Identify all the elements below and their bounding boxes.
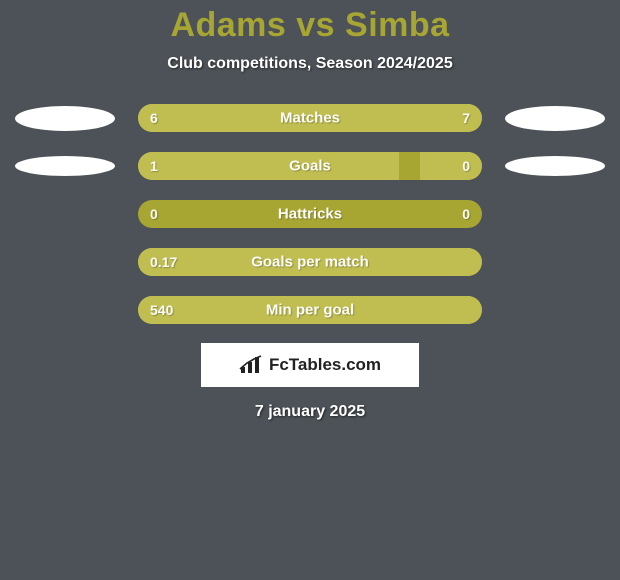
logo-text: FcTables.com — [269, 355, 381, 375]
left-shape-slot — [10, 247, 120, 277]
stat-value-left: 0 — [150, 206, 158, 222]
stat-value-right: 0 — [462, 158, 470, 174]
right-shape-slot — [500, 103, 610, 133]
comparison-rows: 6 7 Matches 1 0 Goals 0 0 Hattricks 0.17 Goals per… — [0, 103, 620, 325]
left-shape-slot — [10, 295, 120, 325]
left-ellipse-icon — [15, 106, 115, 131]
stat-bar: 540 Min per goal — [138, 296, 482, 324]
stat-label: Min per goal — [266, 302, 354, 319]
stat-value-left: 540 — [150, 302, 173, 318]
left-shape-slot — [10, 199, 120, 229]
right-ellipse-icon — [505, 106, 605, 131]
stat-value-right: 7 — [462, 110, 470, 126]
bar-chart-icon — [239, 355, 263, 375]
bar-fill-left — [138, 152, 399, 180]
left-shape-slot — [10, 151, 120, 181]
bar-fill-right — [420, 152, 482, 180]
comparison-row: 6 7 Matches — [0, 103, 620, 133]
left-shape-slot — [10, 103, 120, 133]
stat-label: Matches — [280, 110, 340, 127]
stat-label: Goals — [289, 158, 331, 175]
stat-value-left: 0.17 — [150, 254, 177, 270]
logo-box: FcTables.com — [201, 343, 419, 387]
comparison-row: 0 0 Hattricks — [0, 199, 620, 229]
page-subtitle: Club competitions, Season 2024/2025 — [0, 55, 620, 73]
date-line: 7 january 2025 — [0, 403, 620, 421]
comparison-row: 540 Min per goal — [0, 295, 620, 325]
bar-fill-left — [138, 104, 296, 132]
stat-bar: 6 7 Matches — [138, 104, 482, 132]
left-ellipse-icon — [15, 156, 115, 176]
right-shape-slot — [500, 199, 610, 229]
stat-value-right: 0 — [462, 206, 470, 222]
stat-bar: 1 0 Goals — [138, 152, 482, 180]
right-shape-slot — [500, 247, 610, 277]
comparison-row: 0.17 Goals per match — [0, 247, 620, 277]
stat-value-left: 1 — [150, 158, 158, 174]
stat-value-left: 6 — [150, 110, 158, 126]
stat-bar: 0.17 Goals per match — [138, 248, 482, 276]
right-ellipse-icon — [505, 156, 605, 176]
page-title: Adams vs Simba — [0, 6, 620, 45]
stat-label: Hattricks — [278, 206, 342, 223]
right-shape-slot — [500, 295, 610, 325]
right-shape-slot — [500, 151, 610, 181]
stat-bar: 0 0 Hattricks — [138, 200, 482, 228]
comparison-row: 1 0 Goals — [0, 151, 620, 181]
stat-label: Goals per match — [251, 254, 369, 271]
content-root: Adams vs Simba Club competitions, Season… — [0, 0, 620, 421]
